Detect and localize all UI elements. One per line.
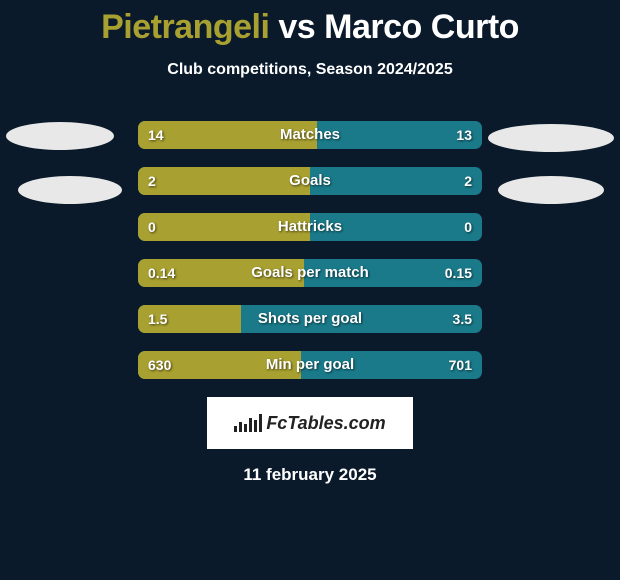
stat-bar: 1.5Shots per goal3.5	[138, 305, 482, 333]
stat-bar: 14Matches13	[138, 121, 482, 149]
stat-bar: 630Min per goal701	[138, 351, 482, 379]
vs-text: vs	[278, 8, 315, 46]
placeholder-ellipse	[488, 124, 614, 152]
stat-bars: 14Matches13 2Goals2 0Hattricks0 0.14Goals p…	[138, 121, 482, 379]
stat-bar: 2Goals2	[138, 167, 482, 195]
stat-label: Goals	[138, 167, 482, 195]
stat-label: Goals per match	[138, 259, 482, 287]
subtitle: Club competitions, Season 2024/2025	[0, 61, 620, 79]
stat-bar: 0.14Goals per match0.15	[138, 259, 482, 287]
stat-right-value: 0.15	[445, 259, 472, 287]
stat-right-value: 701	[449, 351, 472, 379]
comparison-infographic: Pietrangeli vs Marco Curto Club competit…	[0, 0, 620, 580]
logo-text: FcTables.com	[266, 413, 385, 434]
player1-name: Pietrangeli	[101, 8, 269, 46]
logo: FcTables.com	[234, 413, 385, 434]
stat-bar: 0Hattricks0	[138, 213, 482, 241]
logo-box: FcTables.com	[207, 397, 413, 449]
stat-right-value: 0	[464, 213, 472, 241]
placeholder-ellipse	[18, 176, 122, 204]
player2-name: Marco Curto	[324, 8, 519, 46]
stat-label: Matches	[138, 121, 482, 149]
title: Pietrangeli vs Marco Curto	[0, 8, 620, 47]
stat-label: Shots per goal	[138, 305, 482, 333]
date: 11 february 2025	[0, 465, 620, 485]
stat-label: Hattricks	[138, 213, 482, 241]
stat-right-value: 13	[456, 121, 472, 149]
placeholder-ellipse	[6, 122, 114, 150]
placeholder-ellipse	[498, 176, 604, 204]
stat-right-value: 2	[464, 167, 472, 195]
stat-label: Min per goal	[138, 351, 482, 379]
stat-right-value: 3.5	[453, 305, 472, 333]
logo-chart-icon	[234, 414, 262, 432]
